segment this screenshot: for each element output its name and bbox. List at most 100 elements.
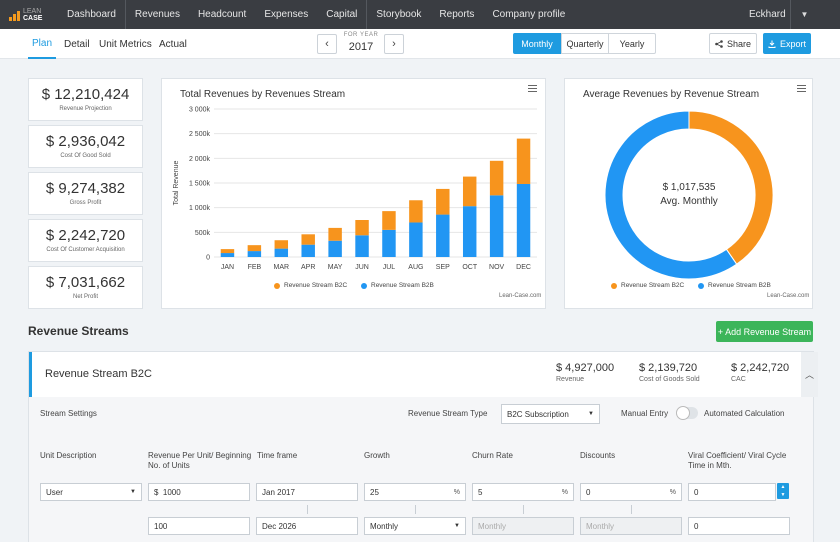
kpi-label: Cost Of Good Sold: [60, 153, 111, 159]
period-monthly-button[interactable]: Monthly: [513, 33, 561, 54]
bar-segment[interactable]: [328, 227, 342, 241]
tab-unit-metrics[interactable]: Unit Metrics: [99, 38, 152, 50]
bar-segment[interactable]: [436, 188, 450, 215]
bar-segment[interactable]: [301, 244, 315, 257]
x-tick-label: NOV: [489, 264, 505, 271]
legend-item-b2c[interactable]: Revenue Stream B2C: [611, 282, 684, 289]
donut-center-value: $ 1,017,535: [662, 182, 716, 193]
chart-credit: Lean-Case.com: [499, 293, 542, 299]
bar-segment[interactable]: [301, 234, 315, 245]
revenue-per-unit-input[interactable]: $ 1000: [148, 483, 250, 501]
x-tick-label: MAR: [274, 264, 290, 271]
export-label: Export: [779, 38, 806, 49]
legend-item-b2c[interactable]: Revenue Stream B2C: [274, 282, 347, 289]
viral-coefficient-input[interactable]: 0: [688, 483, 776, 501]
y-axis-label: Total Revenue: [173, 161, 180, 206]
user-name[interactable]: Eckhard: [749, 9, 786, 20]
churn-rate-input[interactable]: 5 %: [472, 483, 574, 501]
nav-headcount[interactable]: Headcount: [197, 9, 247, 20]
field-connector: [307, 505, 308, 514]
kpi-value: $ 2,242,720: [45, 227, 126, 244]
nav-expenses[interactable]: Expenses: [264, 9, 309, 20]
period-yearly-button[interactable]: Yearly: [608, 33, 656, 54]
col-time-frame: Time frame: [257, 451, 298, 460]
bar-segment[interactable]: [382, 229, 396, 257]
viral-cycle-input[interactable]: 0: [688, 517, 790, 535]
bar-segment[interactable]: [409, 222, 423, 257]
bar-segment[interactable]: [489, 195, 504, 257]
chart-menu-icon[interactable]: [797, 85, 806, 94]
collapse-stream-button[interactable]: ︿: [801, 352, 818, 397]
bar-segment[interactable]: [274, 240, 289, 249]
start-date-value: Jan 2017: [262, 487, 295, 497]
legend-item-b2b[interactable]: Revenue Stream B2B: [698, 282, 771, 289]
discounts-input[interactable]: 0 %: [580, 483, 682, 501]
percent-suffix: %: [453, 488, 460, 496]
period-quarterly-button[interactable]: Quarterly: [561, 33, 609, 54]
calculation-mode-toggle[interactable]: [676, 406, 698, 420]
bar-segment[interactable]: [328, 240, 342, 257]
logo-bars-icon: [9, 9, 20, 21]
col-unit-description: Unit Description: [40, 451, 97, 460]
stream-header[interactable]: Revenue Stream B2C $ 4,927,000 Revenue $…: [29, 352, 818, 397]
next-year-button[interactable]: ›: [384, 34, 404, 54]
beginning-units-value: 100: [154, 521, 168, 531]
end-date-input[interactable]: Dec 2026: [256, 517, 358, 535]
start-date-input[interactable]: Jan 2017: [256, 483, 358, 501]
bar-segment[interactable]: [220, 253, 235, 257]
export-button[interactable]: Export: [763, 33, 811, 54]
unit-description-select[interactable]: User ▼: [40, 483, 142, 501]
y-tick-label: 2 000k: [189, 156, 211, 163]
churn-period-select: Monthly: [472, 517, 574, 535]
bar-segment[interactable]: [355, 235, 369, 257]
kpi-label: Cost Of Customer Acquisition: [46, 247, 125, 253]
chart-menu-icon[interactable]: [528, 85, 537, 94]
bar-segment[interactable]: [436, 214, 450, 257]
bar-segment[interactable]: [247, 245, 262, 252]
nav-capital[interactable]: Capital: [326, 9, 358, 20]
bar-segment[interactable]: [382, 211, 396, 230]
bar-segment[interactable]: [220, 249, 235, 254]
tab-detail[interactable]: Detail: [64, 38, 90, 50]
bar-segment[interactable]: [462, 176, 477, 207]
bar-segment[interactable]: [516, 138, 531, 184]
legend-item-b2b[interactable]: Revenue Stream B2B: [361, 282, 434, 289]
legend-label: Revenue Stream B2B: [371, 282, 434, 289]
donut-slice[interactable]: [604, 110, 738, 280]
growth-period-value: Monthly: [370, 521, 399, 531]
bar-segment[interactable]: [462, 206, 477, 257]
bar-segment[interactable]: [516, 183, 531, 257]
prev-year-button[interactable]: ‹: [317, 34, 337, 54]
user-menu-caret-icon[interactable]: ▼: [790, 0, 818, 29]
x-tick-label: SEP: [436, 264, 450, 271]
bar-segment[interactable]: [489, 160, 504, 196]
col-growth: Growth: [364, 451, 390, 460]
bar-segment[interactable]: [409, 200, 423, 223]
logo[interactable]: LEAN CASE: [0, 0, 58, 29]
nav-dashboard[interactable]: Dashboard: [67, 9, 116, 20]
stream-type-select[interactable]: B2C Subscription ▼: [501, 404, 600, 424]
tab-actual[interactable]: Actual: [159, 38, 187, 50]
growth-input[interactable]: 25 %: [364, 483, 466, 501]
x-tick-label: FEB: [248, 264, 262, 271]
legend-dot: [361, 282, 367, 289]
share-button[interactable]: Share: [709, 33, 757, 54]
nav-company-profile[interactable]: Company profile: [492, 9, 566, 20]
year-caption: FOR YEAR: [343, 32, 379, 38]
nav-storybook[interactable]: Storybook: [376, 9, 422, 20]
bar-segment[interactable]: [355, 220, 369, 236]
nav-reports[interactable]: Reports: [439, 9, 475, 20]
bar-segment[interactable]: [247, 251, 262, 257]
viral-coefficient-stepper[interactable]: ▲ ▼: [777, 483, 789, 499]
tab-plan[interactable]: Plan: [28, 29, 56, 59]
x-tick-label: APR: [301, 264, 315, 271]
revenue-streams-title: Revenue Streams: [28, 324, 129, 338]
add-revenue-stream-button[interactable]: + Add Revenue Stream: [716, 321, 813, 342]
beginning-units-input[interactable]: 100: [148, 517, 250, 535]
viral-coefficient-value: 0: [694, 487, 699, 497]
col-viral-coefficient: Viral Coefficient/ Viral Cycle Time in M…: [688, 451, 787, 470]
growth-period-select[interactable]: Monthly ▼: [364, 517, 466, 535]
nav-revenues[interactable]: Revenues: [134, 9, 180, 20]
bar-segment[interactable]: [274, 248, 289, 257]
y-tick-label: 1 000k: [189, 205, 211, 212]
